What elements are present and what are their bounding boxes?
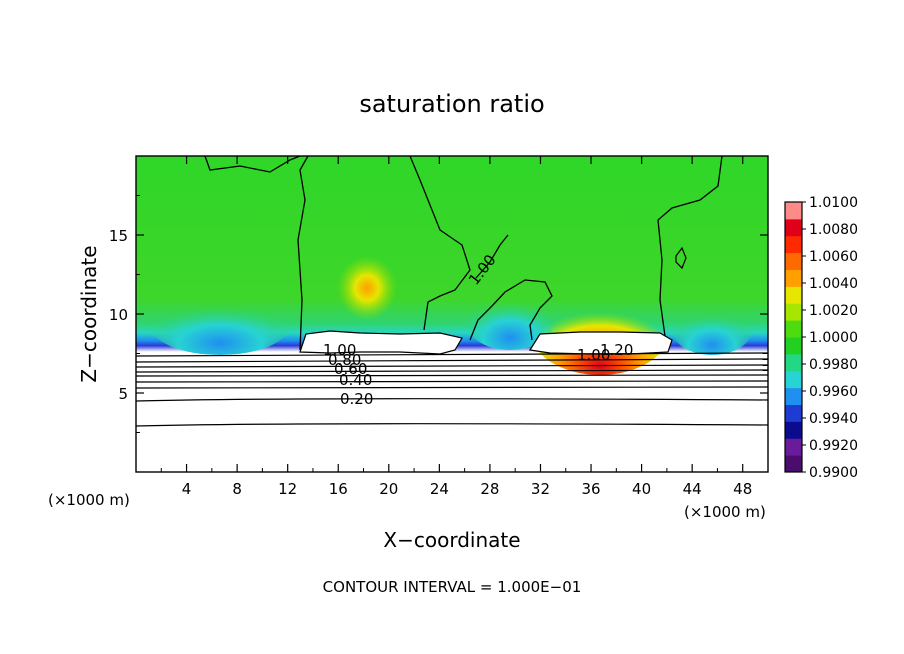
colorbar-tick-label: 1.0080 xyxy=(809,222,858,238)
colorbar-segment xyxy=(785,286,802,304)
contour-label: 1.00 xyxy=(323,341,356,359)
colorbar-tick-label: 0.9920 xyxy=(809,438,858,454)
contour-label: 0.80 xyxy=(328,351,361,369)
colorbar-tick-label: 0.9980 xyxy=(809,357,858,373)
x-unit-label-left: (×1000 m) xyxy=(48,491,130,509)
contour-top-edge xyxy=(204,156,301,173)
colorbar-segment xyxy=(785,252,802,270)
moist-anomaly-far-right xyxy=(672,305,752,355)
colorbar-tick-label: 1.0000 xyxy=(809,330,858,346)
y-axis-ticks: 5 10 15 xyxy=(109,195,768,433)
colorbar-segment xyxy=(785,235,802,254)
moist-anomaly-left xyxy=(150,295,290,355)
contour-line-1.00-d xyxy=(657,156,723,337)
colorbar-segment xyxy=(785,421,802,439)
colorbar-tick-labels: 1.0100 1.0080 1.0060 1.0040 1.0020 1.0000 0.99… xyxy=(802,195,858,481)
x-tick-label: 24 xyxy=(430,480,449,498)
contour-line-0.70 xyxy=(136,369,768,373)
colorbar-tick-label: 1.0040 xyxy=(809,276,858,292)
colorbar-segment xyxy=(785,387,802,405)
contour-interval-note: CONTOUR INTERVAL = 1.000E−01 xyxy=(323,578,582,596)
x-axis-label: X−coordinate xyxy=(383,528,520,552)
contour-line-1.00-b xyxy=(409,156,471,331)
contour-label: 0.60 xyxy=(334,360,367,378)
colorbar-segment xyxy=(785,337,802,355)
contour-line-0.90 xyxy=(136,358,768,363)
contour-line-1.00-c xyxy=(469,279,553,341)
x-tick-label: 4 xyxy=(182,480,192,498)
contour-line-0.50 xyxy=(136,380,768,383)
contour-line-1.00-e xyxy=(475,234,509,279)
y-tick-label: 15 xyxy=(109,227,128,245)
colorbar-tick-label: 0.9940 xyxy=(809,411,858,427)
colorbar-segment xyxy=(785,218,802,237)
colorbar-segment xyxy=(785,455,802,473)
cloud-region-left xyxy=(299,330,463,355)
colorbar-tick-label: 1.0060 xyxy=(809,249,858,265)
x-tick-label: 12 xyxy=(278,480,297,498)
colorbar-segment xyxy=(785,353,802,372)
contour-line-0.40 xyxy=(136,386,768,389)
x-axis-ticks: 4 8 12 16 20 24 28 32 36 40 44 48 xyxy=(160,156,752,498)
colorbar xyxy=(784,201,803,473)
x-tick-label: 20 xyxy=(379,480,398,498)
contour-line-0.60 xyxy=(136,374,768,377)
contour-label: 0.40 xyxy=(339,371,372,389)
x-unit-label-right: (×1000 m) xyxy=(684,503,766,521)
colorbar-tick-label: 0.9960 xyxy=(809,384,858,400)
x-tick-label: 36 xyxy=(581,480,600,498)
contour-line-0.80 xyxy=(136,364,768,368)
colorbar-tick-label: 1.0020 xyxy=(809,303,858,319)
contour-label: 1.20 xyxy=(600,341,633,359)
y-axis-label: Z−coordinate xyxy=(77,245,101,382)
contour-line-0.20 xyxy=(136,423,768,427)
x-tick-label: 8 xyxy=(232,480,242,498)
warm-anomaly-left xyxy=(337,256,397,320)
contour-small-loop xyxy=(675,246,687,270)
colorbar-segment xyxy=(785,370,802,389)
colorbar-segment xyxy=(785,202,802,220)
y-tick-label: 5 xyxy=(118,385,128,403)
moist-anomaly-center xyxy=(465,290,555,350)
colorbar-segment xyxy=(785,438,802,456)
contour-line-0.30 xyxy=(136,398,768,402)
x-tick-label: 44 xyxy=(683,480,702,498)
colorbar-segment xyxy=(785,303,802,321)
x-tick-label: 40 xyxy=(632,480,651,498)
heatmap-plot-area: 1.00 1.00 1.20 1.00 0.80 0.60 0.40 0.20 xyxy=(136,156,768,472)
x-tick-label: 48 xyxy=(733,480,752,498)
y-tick-label: 10 xyxy=(109,306,128,324)
x-tick-label: 28 xyxy=(480,480,499,498)
colorbar-tick-label: 1.0100 xyxy=(809,195,858,211)
x-tick-label: 16 xyxy=(329,480,348,498)
contour-label: 1.00 xyxy=(577,346,610,364)
contour-line-1.00-a xyxy=(297,156,309,351)
colorbar-tick-label: 0.9900 xyxy=(809,465,858,481)
x-tick-label: 32 xyxy=(531,480,550,498)
contour-line-1.00-low xyxy=(136,352,768,357)
contour-label: 0.20 xyxy=(340,390,373,408)
colorbar-segment xyxy=(785,404,802,422)
colorbar-segment xyxy=(785,269,802,287)
chart-title: saturation ratio xyxy=(359,90,544,118)
colorbar-segment xyxy=(785,320,802,338)
